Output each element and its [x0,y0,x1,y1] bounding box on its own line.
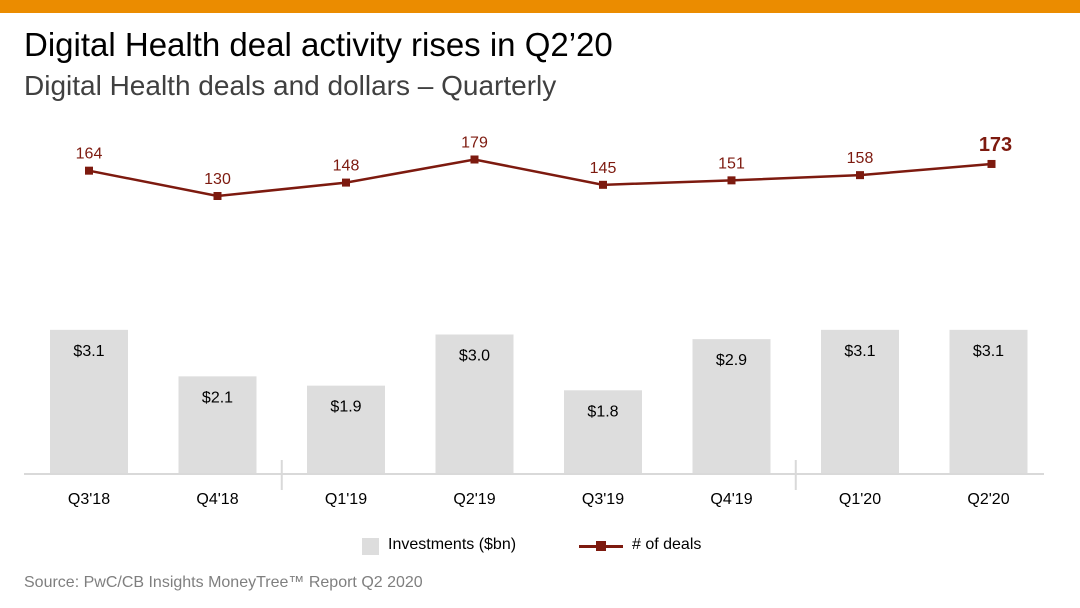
deals-value-label: 130 [204,171,231,188]
investment-bar [435,334,514,474]
bars-layer [50,329,1028,474]
investment-value-label: $3.1 [973,343,1004,360]
legend-deals-label: # of deals [632,536,702,553]
investment-value-label: $1.8 [587,403,618,420]
deals-line [88,158,992,198]
deals-value-label: 158 [847,150,874,167]
deals-marker [470,155,479,164]
deals-marker [856,171,864,180]
chart-legend: Investments ($bn) # of deals [0,535,1080,557]
investment-value-label: $1.9 [330,399,361,416]
legend-deals-marker [596,541,606,551]
deals-marker [213,192,222,200]
deals-value-label: 173 [979,134,1012,156]
x-tick-label: Q4'19 [710,491,752,508]
labels-layer: $3.1 $2.1 $1.9 $3.0 $1.8 $2.9 $3.1 $3.1 Q3'18 Q4'… [68,134,1012,508]
x-tick-label: Q1'20 [839,491,881,508]
investment-value-label: $3.1 [73,343,104,360]
top-accent-bar [0,0,1080,13]
investment-value-label: $3.1 [844,343,875,360]
deals-marker [342,178,350,187]
x-tick-label: Q1'19 [325,491,367,508]
x-tick-label: Q4'18 [196,491,238,508]
page-subtitle: Digital Health deals and dollars – Quart… [24,70,557,101]
investment-bar [821,329,899,474]
deals-value-label: 145 [590,160,617,177]
investment-bar [564,390,642,474]
deals-marker [85,166,93,175]
axis-layer [24,460,1044,490]
investment-bar [50,329,128,474]
investment-value-label: $3.0 [459,348,490,365]
x-tick-label: Q2'20 [967,491,1009,508]
deals-dollars-chart: $3.1 $2.1 $1.9 $3.0 $1.8 $2.9 $3.1 $3.1 Q3'18 Q4'… [24,134,1044,508]
deals-value-label: 179 [461,134,488,151]
line-layer [85,155,996,200]
deals-marker [987,159,996,168]
investment-bar [692,339,771,474]
deals-value-label: 151 [718,155,745,172]
deals-value-label: 148 [333,158,360,175]
x-tick-label: Q2'19 [453,491,495,508]
legend-investments-label: Investments ($bn) [388,536,517,553]
page-title: Digital Health deal activity rises in Q2… [24,26,613,63]
investment-bar [307,385,385,474]
legend-investments-swatch [362,538,379,555]
investment-bar [949,329,1028,474]
investment-bar [178,376,257,474]
deals-value-label: 164 [76,146,103,163]
investment-value-label: $2.9 [716,352,747,369]
source-note: Source: PwC/CB Insights MoneyTree™ Repor… [24,574,423,591]
deals-marker [599,180,607,189]
deals-marker [727,176,736,185]
x-tick-label: Q3'19 [582,491,624,508]
investment-value-label: $2.1 [202,389,233,406]
x-tick-label: Q3'18 [68,491,110,508]
